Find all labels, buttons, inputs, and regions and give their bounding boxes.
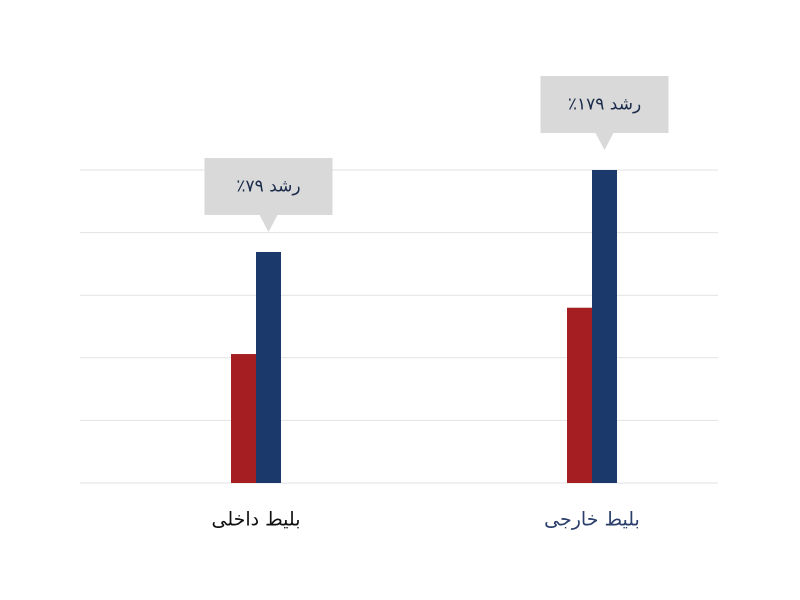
annotation: رشد ۱۷۹٪ (568, 95, 641, 115)
callout-pointer (595, 133, 614, 150)
x-tick-label: بلیط داخلی (212, 509, 301, 531)
bar (592, 170, 617, 483)
callout-box (540, 76, 669, 133)
callout-box (204, 158, 333, 216)
annotation: رشد ۷۹٪ (236, 177, 300, 197)
x-tick-label: بلیط خارجی (544, 509, 640, 531)
bar (567, 307, 592, 483)
bar (231, 354, 256, 483)
bar (256, 252, 281, 483)
callout-pointer (259, 215, 278, 233)
